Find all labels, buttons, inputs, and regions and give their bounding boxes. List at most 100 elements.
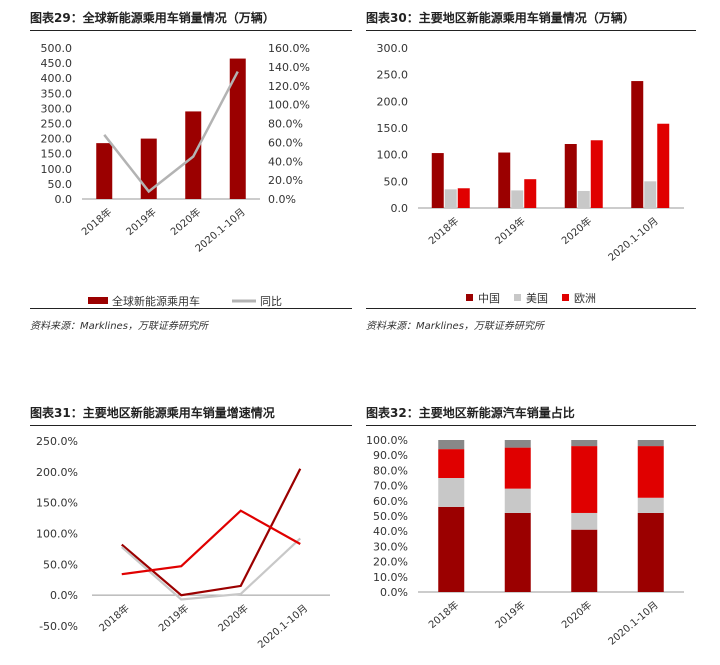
- bar-china: [498, 152, 511, 208]
- bar-usa: [577, 190, 590, 208]
- y-tick-label: 70.0%: [373, 480, 408, 493]
- y2-tick-label: 140.0%: [268, 61, 310, 74]
- stacked-bar-segment: [571, 446, 598, 513]
- bar-usa: [444, 189, 457, 208]
- stacked-bar-segment: [504, 512, 531, 592]
- chart-regional-share: 100.0% 90.0% 80.0% 70.0% 60.0% 50.0% 40.0% 30.0…: [366, 434, 684, 648]
- bar: [96, 143, 113, 199]
- y2-tick-label: 80.0%: [268, 118, 303, 131]
- chart-regional-sales: 300.0 250.0 200.0 150.0 100.0 50.0 0.0 2018年 201…: [377, 42, 684, 305]
- x-tick-label: 2020年: [559, 214, 595, 247]
- y-tick-label: 100.0%: [36, 528, 78, 541]
- y-tick-label: 400.0: [41, 72, 73, 85]
- x-tick-label: 2020.1-10月: [606, 599, 661, 648]
- bar-europe: [457, 188, 470, 208]
- x-tick-label: 2019年: [492, 214, 528, 247]
- bar: [140, 138, 157, 199]
- y2-tick-label: 60.0%: [268, 136, 303, 149]
- y-tick-label: 300.0: [41, 102, 73, 115]
- source-rule: [30, 308, 352, 309]
- y-tick-label: 0.0%: [380, 586, 408, 599]
- stacked-bar-segment: [438, 478, 465, 507]
- x-tick-label: 2019年: [123, 205, 159, 238]
- legend-swatch: [466, 294, 473, 301]
- x-tick-label: 2020年: [559, 598, 595, 631]
- chart-panel-regional-growth: 图表31：主要地区新能源乘用车销量增速情况 250.0% 200.0% 150.0%…: [30, 403, 352, 663]
- source-note: 资料来源：Marklines，万联证券研究所: [30, 321, 208, 332]
- x-tick-label: 2018年: [79, 205, 115, 238]
- y-tick-label: 200.0%: [36, 466, 78, 479]
- y-tick-label: -50.0%: [39, 620, 78, 633]
- y-tick-label: 0.0: [55, 193, 73, 206]
- bar-europe: [657, 123, 670, 208]
- y-tick-label: 100.0: [41, 163, 73, 176]
- stacked-bar-segment: [504, 440, 531, 448]
- x-tick-label: 2018年: [426, 598, 462, 631]
- y2-tick-label: 100.0%: [268, 99, 310, 112]
- legend-swatch: [562, 294, 569, 301]
- title-rule: [366, 30, 696, 31]
- y-tick-label: 200.0: [41, 133, 73, 146]
- stacked-bar-segment: [438, 506, 465, 592]
- legend-label: 欧洲: [574, 292, 596, 305]
- stacked-bar-segment: [637, 446, 664, 498]
- y2-tick-label: 20.0%: [268, 174, 303, 187]
- bar-usa: [511, 190, 524, 208]
- stacked-bar-segment: [571, 512, 598, 530]
- bar-china: [631, 81, 644, 208]
- x-tick-label: 2018年: [426, 214, 462, 247]
- legend-label: 美国: [526, 292, 548, 305]
- bar: [229, 58, 246, 199]
- title-rule: [366, 425, 696, 426]
- legend-label: 中国: [478, 292, 500, 305]
- y-tick-label: 20.0%: [373, 556, 408, 569]
- chart-panel-regional-share: 图表32：主要地区新能源汽车销量占比 100.0% 90.0% 80.0% 70.0%…: [366, 403, 696, 663]
- y-tick-label: 250.0: [41, 118, 73, 131]
- x-tick-label: 2020年: [168, 205, 204, 238]
- bar-europe: [590, 140, 603, 208]
- x-tick-label: 2019年: [492, 598, 528, 631]
- y-tick-label: 300.0: [377, 42, 409, 55]
- source-rule: [366, 308, 696, 309]
- title-rule: [30, 30, 352, 31]
- y-tick-label: 100.0: [377, 149, 409, 162]
- y-tick-label: 500.0: [41, 42, 73, 55]
- legend-swatch: [514, 294, 521, 301]
- stacked-bar-segment: [571, 529, 598, 592]
- x-tick-label: 2018年: [96, 602, 132, 635]
- y-tick-label: 250.0: [377, 69, 409, 82]
- y-tick-label: 0.0: [391, 202, 409, 215]
- y-tick-label: 450.0: [41, 57, 73, 70]
- y-tick-label: 350.0: [41, 87, 73, 100]
- y2-tick-label: 160.0%: [268, 42, 310, 55]
- chart-title: 图表30：主要地区新能源乘用车销量情况（万辆）: [366, 11, 635, 25]
- stacked-bar-segment: [438, 449, 465, 478]
- y2-tick-label: 40.0%: [268, 155, 303, 168]
- y-tick-label: 30.0%: [373, 540, 408, 553]
- legend-label: 全球新能源乘用车: [112, 294, 200, 308]
- stacked-bar-segment: [504, 447, 531, 489]
- chart-global-sales: 500.0 450.0 400.0 350.0 300.0 250.0 200.0 150.0…: [41, 42, 310, 308]
- y2-tick-label: 120.0%: [268, 80, 310, 93]
- bar-china: [431, 153, 444, 208]
- y2-tick-label: 0.0%: [268, 193, 296, 206]
- chart-title: 图表29：全球新能源乘用车销量情况（万辆）: [30, 11, 275, 25]
- series-line: [121, 537, 302, 601]
- y-tick-label: 0.0%: [50, 589, 78, 602]
- y-tick-label: 50.0: [384, 175, 409, 188]
- stacked-bar-segment: [637, 497, 664, 513]
- y-tick-label: 150.0%: [36, 497, 78, 510]
- x-tick-label: 2020.1-10月: [606, 215, 661, 264]
- chart-regional-growth: 250.0% 200.0% 150.0% 100.0% 50.0% 0.0% -50.0% 2…: [36, 435, 330, 651]
- stacked-bar-segment: [637, 512, 664, 592]
- stacked-bar-segment: [571, 440, 598, 447]
- bar-usa: [644, 181, 657, 208]
- y-tick-label: 50.0%: [373, 510, 408, 523]
- y-tick-label: 150.0: [41, 148, 73, 161]
- chart-title: 图表31：主要地区新能源乘用车销量增速情况: [30, 406, 275, 420]
- y-tick-label: 90.0%: [373, 449, 408, 462]
- y-tick-label: 150.0: [377, 122, 409, 135]
- y-tick-label: 250.0%: [36, 435, 78, 448]
- y-tick-label: 40.0%: [373, 525, 408, 538]
- y-tick-label: 200.0: [377, 95, 409, 108]
